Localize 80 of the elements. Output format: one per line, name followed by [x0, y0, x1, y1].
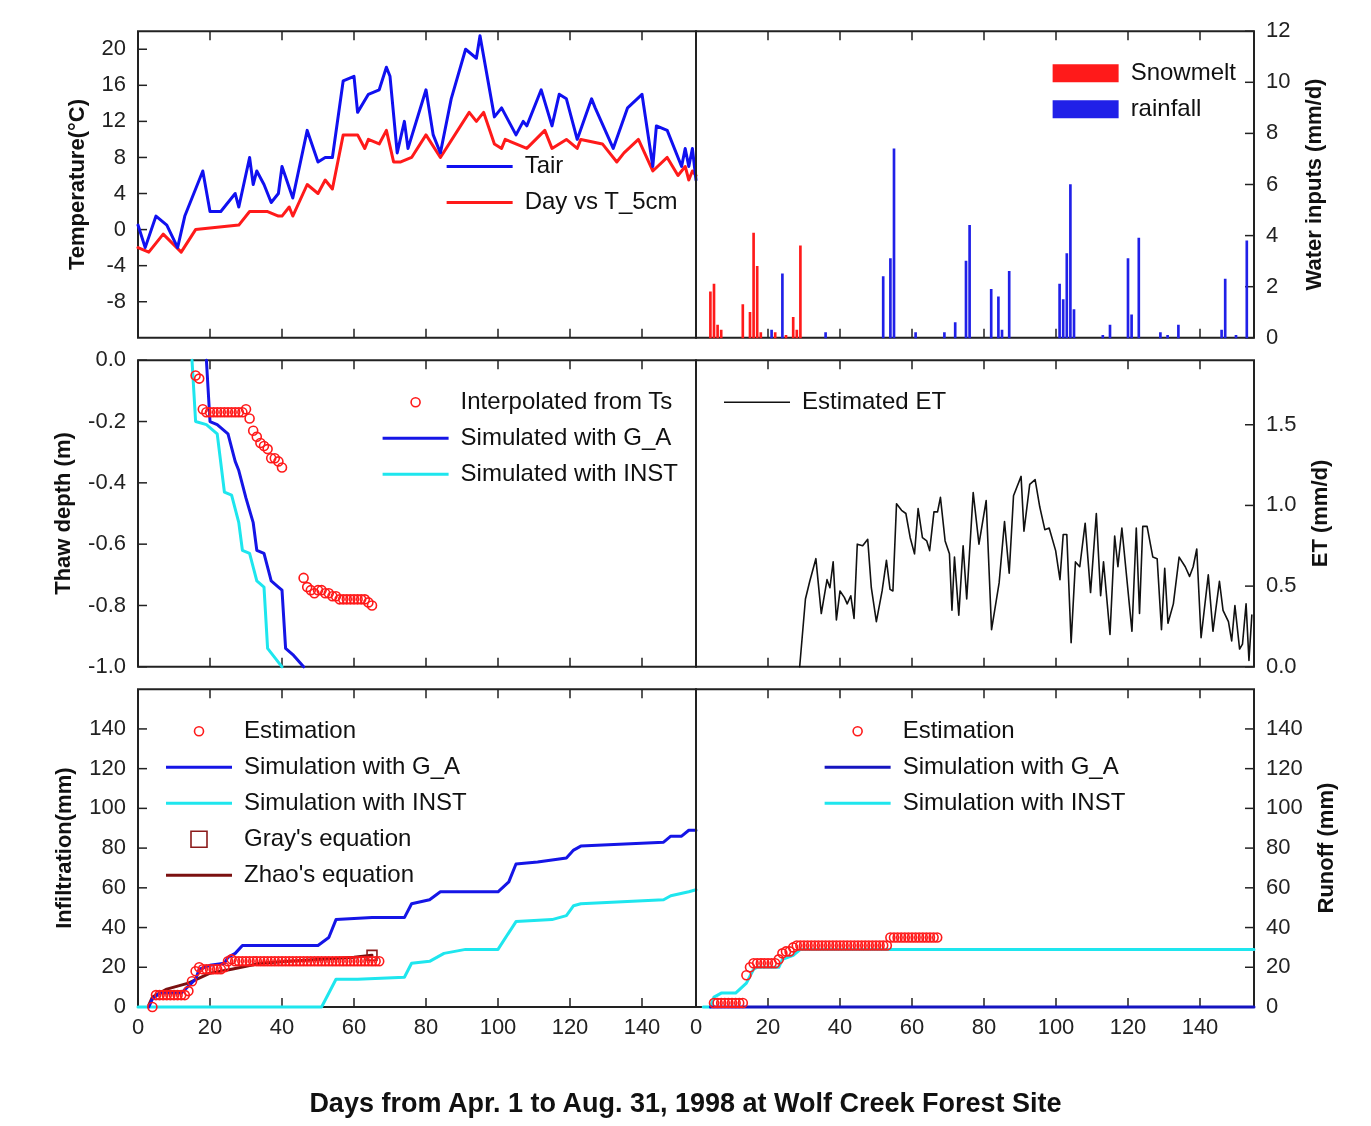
y-tick-label: -0.4 [88, 468, 126, 494]
x-tick-label: 100 [479, 1014, 517, 1040]
x-tick-label: 20 [755, 1014, 781, 1040]
y-tick-label: 140 [89, 714, 126, 740]
x-tick-label: 60 [341, 1014, 367, 1040]
x-axis-title: Days from Apr. 1 to Aug. 31, 1998 at Wolf Creek Forest Site [308, 1088, 1063, 1119]
y-tick-label: 6 [1266, 170, 1279, 196]
x-tick-label: 0 [131, 1014, 145, 1040]
legend-label: Interpolated from Ts [460, 386, 673, 414]
y-tick-label: 80 [1266, 834, 1291, 860]
y-tick-label: 8 [1266, 119, 1279, 145]
x-tick-label: 40 [269, 1014, 295, 1040]
y-tick-label: 0 [1266, 993, 1279, 1019]
y-tick-label: 16 [101, 71, 126, 97]
y-axis-title: Temperature(°C) [63, 99, 89, 270]
legend-label: Gray's equation [244, 823, 412, 851]
y-tick-label: 100 [89, 794, 126, 820]
y-tick-label: 60 [1266, 873, 1291, 899]
y-axis-title: Thaw depth (m) [50, 432, 76, 595]
y-tick-label: 60 [101, 873, 126, 899]
y-axis-title: Runoff (mm) [1312, 782, 1338, 914]
legend-label: Simulation with INST [244, 787, 468, 815]
y-tick-label: 0.0 [1266, 652, 1297, 678]
y-tick-label: 0 [113, 993, 126, 1019]
legend-label: Simulation with INST [902, 787, 1126, 815]
x-tick-label: 20 [197, 1014, 223, 1040]
legend-label: Zhao's equation [244, 859, 415, 887]
y-tick-label: -0.8 [88, 591, 126, 617]
y-tick-label: 20 [101, 953, 126, 979]
y-tick-label: 0.5 [1266, 572, 1297, 598]
legend-label: Tair [524, 151, 564, 179]
y-tick-label: -1.0 [88, 652, 126, 678]
legend-label: Snowmelt [1130, 57, 1237, 85]
x-tick-label: 0 [689, 1014, 703, 1040]
y-tick-label: 140 [1266, 714, 1303, 740]
y-tick-label: 0.0 [95, 346, 126, 372]
y-tick-label: 10 [1266, 68, 1291, 94]
y-tick-label: 40 [101, 913, 126, 939]
x-tick-label: 80 [413, 1014, 439, 1040]
legend-label: Simulation with G_A [902, 751, 1119, 779]
legend-label: Simulation with G_A [244, 751, 461, 779]
y-tick-label: -4 [106, 251, 126, 277]
y-tick-label: 0 [113, 215, 126, 241]
y-tick-label: 120 [89, 754, 126, 780]
y-tick-label: 40 [1266, 913, 1291, 939]
y-tick-label: 0 [1266, 323, 1279, 349]
y-axis-title: Water inputs (mm/d) [1300, 78, 1326, 291]
y-tick-label: 1.5 [1266, 410, 1297, 436]
legend-label: Simulated with INST [460, 458, 679, 486]
legend-label: Simulated with G_A [460, 422, 672, 450]
y-tick-label: 8 [113, 143, 126, 169]
legend-label: Estimation [244, 715, 357, 743]
x-tick-label: 40 [827, 1014, 853, 1040]
y-tick-label: 2 [1266, 272, 1279, 298]
x-tick-label: 120 [551, 1014, 589, 1040]
y-tick-label: 12 [101, 107, 126, 133]
y-tick-label: 100 [1266, 794, 1303, 820]
y-tick-label: 4 [1266, 221, 1279, 247]
y-tick-label: 4 [113, 179, 126, 205]
x-tick-label: 80 [971, 1014, 997, 1040]
x-tick-label: 140 [1181, 1014, 1219, 1040]
y-tick-label: 20 [1266, 953, 1291, 979]
y-axis-title: ET (mm/d) [1306, 459, 1332, 568]
y-tick-label: 1.0 [1266, 491, 1297, 517]
y-tick-label: 12 [1266, 17, 1291, 43]
y-tick-label: 80 [101, 834, 126, 860]
y-axis-title: Infiltration(mm) [51, 767, 77, 929]
y-tick-label: -8 [106, 287, 126, 313]
y-tick-label: 120 [1266, 754, 1303, 780]
x-tick-label: 60 [899, 1014, 925, 1040]
y-tick-label: -0.2 [88, 407, 126, 433]
y-tick-label: -0.6 [88, 530, 126, 556]
legend-label: Day vs T_5cm [524, 187, 678, 215]
x-tick-label: 120 [1109, 1014, 1147, 1040]
legend-label: Estimated ET [802, 386, 947, 414]
x-tick-label: 100 [1037, 1014, 1075, 1040]
y-tick-label: 20 [101, 35, 126, 61]
legend-label: rainfall [1130, 93, 1202, 121]
legend-label: Estimation [902, 715, 1015, 743]
x-tick-label: 140 [623, 1014, 661, 1040]
